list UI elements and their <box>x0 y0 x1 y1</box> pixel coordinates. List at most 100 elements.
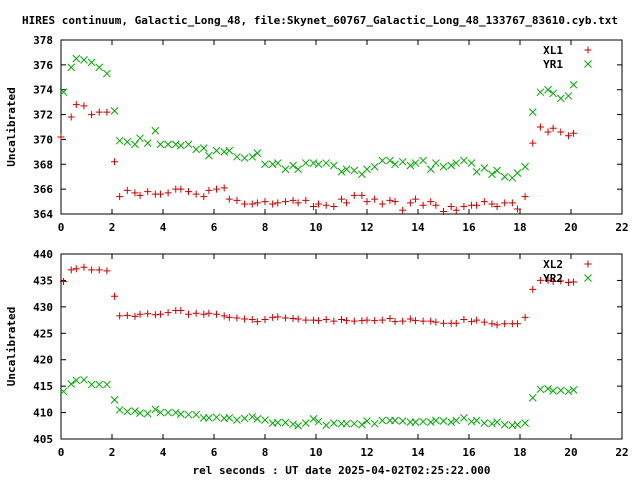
data-point <box>452 206 460 214</box>
x-tick-label: 18 <box>513 446 526 459</box>
data-point <box>192 145 201 154</box>
data-point <box>131 407 139 415</box>
data-point <box>493 203 501 211</box>
data-point <box>363 316 371 324</box>
data-point <box>233 314 241 322</box>
data-point <box>426 418 435 426</box>
plot-frame <box>60 253 623 440</box>
data-point <box>225 414 234 422</box>
data-point <box>205 151 213 160</box>
data-point <box>261 198 269 206</box>
data-point <box>501 199 509 207</box>
data-point <box>480 198 488 206</box>
x-tick-label: 14 <box>411 446 425 459</box>
data-point <box>432 318 440 326</box>
data-point <box>136 310 144 318</box>
data-point <box>248 152 257 161</box>
data-point <box>488 200 496 208</box>
data-point <box>192 309 200 317</box>
data-point <box>123 407 132 416</box>
data-point <box>536 276 544 284</box>
data-point <box>233 416 241 424</box>
data-point <box>406 199 414 207</box>
data-point <box>549 124 557 132</box>
data-point <box>289 420 297 429</box>
data-point <box>439 162 448 171</box>
data-point <box>419 201 427 209</box>
data-point <box>391 160 399 169</box>
data-point <box>213 185 221 193</box>
data-point <box>411 418 420 426</box>
data-point <box>406 315 414 323</box>
data-point <box>261 416 269 424</box>
data-point <box>309 159 318 167</box>
data-point <box>549 277 557 285</box>
data-point <box>156 140 165 149</box>
data-point <box>452 159 461 167</box>
data-point <box>427 317 435 325</box>
data-point <box>529 285 537 293</box>
data-point <box>59 88 68 97</box>
data-point <box>253 318 261 326</box>
x-tick-label: 4 <box>160 221 167 234</box>
data-point <box>378 200 386 208</box>
data-point <box>274 313 282 321</box>
data-point <box>294 421 303 430</box>
data-point <box>72 54 81 63</box>
data-point <box>302 196 310 204</box>
data-point <box>521 162 529 171</box>
x-tick-label: 0 <box>58 221 65 234</box>
data-point <box>110 106 119 115</box>
x-tick-label: 12 <box>360 221 373 234</box>
data-point <box>212 413 221 422</box>
data-point <box>95 380 104 389</box>
data-point <box>386 314 394 322</box>
data-point <box>386 196 394 204</box>
data-point <box>371 317 379 325</box>
data-point <box>123 311 131 319</box>
data-point <box>143 139 152 148</box>
data-point <box>322 201 330 209</box>
data-point <box>350 419 359 428</box>
data-point <box>164 189 172 197</box>
y-tick-label: 378 <box>33 34 53 47</box>
data-point <box>329 161 338 170</box>
data-point <box>544 128 552 136</box>
data-point <box>528 393 537 402</box>
data-point <box>171 140 180 149</box>
data-point <box>185 188 192 196</box>
chart-panel-1: 0 2 4 6 8 10 12 14 16 18 20 22 364 366 368 370 372 374 376… <box>5 34 629 234</box>
data-point <box>549 387 558 395</box>
data-point <box>427 198 435 206</box>
data-point <box>103 108 111 116</box>
data-point <box>156 310 164 318</box>
chart-panel-2: 0 2 4 6 8 10 12 14 16 18 20 22 405 410 415 420 425 430 435… <box>5 248 629 477</box>
data-point <box>549 89 558 98</box>
data-point <box>557 277 565 285</box>
data-point <box>253 199 261 207</box>
data-point <box>399 206 407 214</box>
data-point <box>156 190 164 198</box>
data-point <box>564 387 573 396</box>
data-point <box>370 419 379 428</box>
data-point <box>431 159 440 167</box>
data-point <box>273 418 282 427</box>
data-point <box>176 141 185 150</box>
data-point <box>378 416 387 425</box>
data-point <box>294 165 303 174</box>
x-tick-label: 8 <box>262 446 269 459</box>
data-point <box>358 420 366 429</box>
data-point <box>185 310 192 318</box>
x-tick-label: 16 <box>462 221 476 234</box>
data-point <box>164 309 172 317</box>
data-point <box>220 148 229 156</box>
data-point <box>391 416 399 425</box>
y-tick-label: 435 <box>33 274 53 287</box>
data-point <box>110 396 119 404</box>
data-point <box>570 129 578 137</box>
data-point <box>350 317 358 325</box>
data-point <box>378 156 387 165</box>
x-tick-label: 16 <box>462 446 476 459</box>
data-point <box>314 160 323 169</box>
